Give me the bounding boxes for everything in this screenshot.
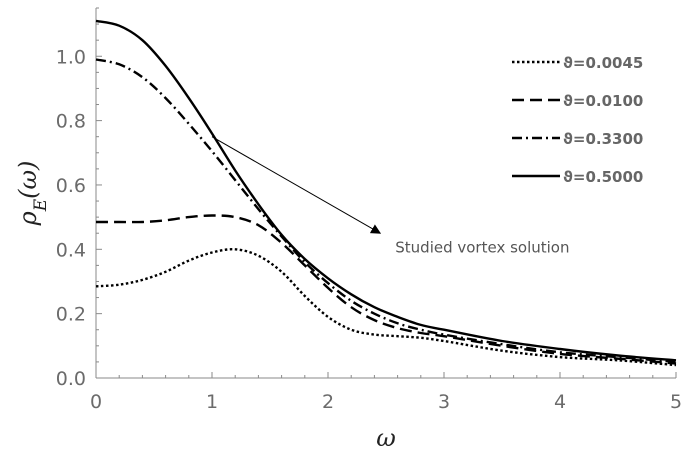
ticks: 0 1 2 3 4 5 0.0 0.2 0.4 0.6 0.8 1.0 [56,7,682,413]
y-tick-label: 1.0 [56,46,86,68]
annotation: Studied vortex solution [211,136,570,257]
y-tick-label: 0.0 [56,368,86,390]
axes [95,8,676,379]
y-tick-label: 0.8 [56,111,86,133]
annotation-text: Studied vortex solution [395,239,569,257]
y-tick-label: 0.6 [56,175,86,197]
series-line-3 [95,58,677,364]
legend-label-1: ϑ=0.0045 [563,54,643,72]
annotation-arrow [211,136,382,234]
x-tick-label: 0 [90,391,102,413]
legend-label-3: ϑ=0.3300 [563,130,643,148]
x-tick-label: 5 [670,391,682,413]
y-axis-label: ρE(ω) [14,161,51,227]
series-line-2 [96,214,677,365]
y-tick-label: 0.2 [56,304,86,326]
legend-label-2: ϑ=0.0100 [563,92,643,110]
series-line-4 [95,19,677,362]
legend: ϑ=0.0045 ϑ=0.0100 ϑ=0.3300 ϑ=0.5000 [512,54,643,186]
y-tick-label: 0.4 [56,239,86,261]
x-tick-label: 2 [322,391,334,413]
series-lines [95,19,677,367]
series-line-1 [95,248,677,367]
x-tick-label: 3 [438,391,450,413]
x-tick-label: 4 [554,391,566,413]
x-axis-label: ω [376,424,396,450]
x-tick-label: 1 [206,391,218,413]
legend-label-4: ϑ=0.5000 [563,168,643,186]
